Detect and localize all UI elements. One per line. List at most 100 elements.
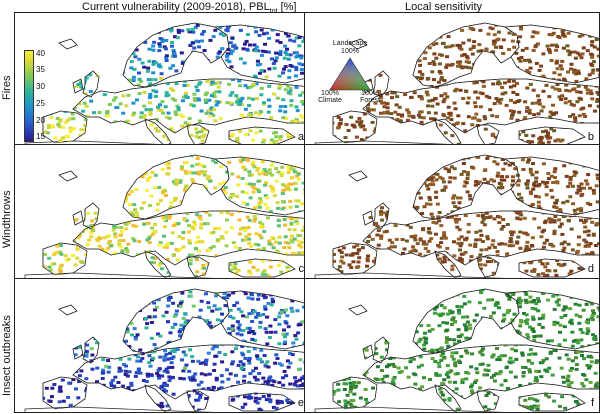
coastline-top-a-5 [186,124,210,146]
map-panel-d: d [304,144,600,279]
coastline-top-c-2 [72,210,309,266]
ternary-top-pct: 100% [341,48,359,55]
coastline-top-f-6 [518,392,586,412]
colorbar-tick-15: 15 [36,132,45,141]
coastline-top-a-2 [72,78,309,134]
coastline-top-b-5 [476,124,500,146]
coastline-top-b-6 [518,126,586,146]
map-d-svg [314,154,599,278]
map-panel-c: c [14,144,310,279]
coastline-top-a-1 [214,24,309,84]
coastline-c-9 [58,170,78,182]
coastline-top-b-2 [362,78,599,134]
ternary-triangle [329,57,371,91]
coastline-top-c-3 [42,242,88,276]
coastline-top-f-9 [348,304,368,316]
coastline-top-e-9 [58,304,78,316]
left-title-sub: tot [270,8,278,15]
ternary-left-label: Climate [318,97,342,104]
coastline-top-c-4 [144,250,172,278]
coastline-e-9 [58,304,78,316]
right-column-title: Local sensitivity [405,1,483,13]
coastline-top-c-9 [58,170,78,182]
colorbar-tick-25: 25 [36,99,45,108]
colorbar-tick-35: 35 [36,65,45,74]
coastline-f-9 [348,304,368,316]
coastline-top-f-5 [476,390,500,412]
panel-letter-b: b [587,131,594,143]
row-label-windthrows: Windthrows [1,190,13,248]
coastline-top-c-0 [122,154,230,220]
left-column-title: Current vulnerability (2009-2018), PBLto… [82,1,296,15]
row-label-insect-outbreaks: Insect outbreaks [1,315,13,396]
map-panel-e: e [14,278,310,413]
coastline-top-f-7 [372,336,390,364]
row-label-fires: Fires [1,75,13,100]
coastline-c-10 [24,272,216,278]
panel-letter-d: d [587,263,594,275]
map-panel-f: f [304,278,600,413]
coastline-top-a-9 [58,38,78,50]
coastline-top-e-8 [72,344,84,360]
coastline-top-a-3 [42,110,88,144]
coastline-top-d-3 [332,242,378,276]
coastline-top-e-4 [144,384,172,412]
map-panel-a: a [14,12,310,147]
coastline-top-c-5 [186,256,210,278]
coastline-top-c-8 [72,210,84,226]
coastline-top-a-0 [122,22,230,88]
coastline-top-c-7 [82,202,100,230]
coastline-top-f-0 [412,288,520,354]
coastline-e-10 [24,406,216,412]
map-f-svg [314,288,599,412]
coastline-e-0 [122,288,230,354]
colorbar-tick-20: 20 [36,116,45,125]
coastline-top-f-3 [332,376,378,410]
coastline-a-9 [58,38,78,50]
ternary-top-label: Landscape [332,40,368,47]
coastline-top-b-7 [372,70,390,98]
coastline-top-b-0 [412,22,520,88]
colorbar-tick-30: 30 [36,82,45,91]
coastline-top-e-2 [72,344,309,400]
map-c-svg [24,154,309,278]
coastline-d-9 [348,170,368,182]
coastline-top-d-5 [476,256,500,278]
coastline-top-a-8 [72,78,84,94]
ternary-left-pct: 100% [321,90,339,97]
coastline-top-b-9 [348,38,368,50]
ternary-right-pct: 100% [361,90,379,97]
coastline-top-d-6 [518,258,586,278]
coastline-d-10 [314,272,506,278]
ternary-right-label: Forest [360,97,380,104]
coastline-b-5 [476,124,500,146]
panel-letter-e: e [297,397,304,409]
coastline-top-d-0 [412,154,520,220]
coastline-top-c-6 [228,258,296,278]
map-e-svg [24,288,309,412]
coastline-top-d-4 [434,250,462,278]
colorbar [24,50,34,142]
coastline-top-e-3 [42,376,88,410]
left-title-main: Current vulnerability (2009-2018), PBL [82,1,270,13]
coastline-top-f-8 [362,344,374,360]
coastline-c-0 [122,154,230,220]
coastline-top-e-5 [186,390,210,412]
coastline-top-a-6 [228,126,296,146]
coastline-top-d-2 [362,210,599,266]
coastline-top-f-4 [434,384,462,412]
coastline-top-d-7 [372,202,390,230]
coastline-top-e-7 [82,336,100,364]
left-title-unit: [%] [280,1,297,13]
panel-letter-c: c [298,263,305,275]
map-b-svg [314,22,599,146]
coastline-top-d-1 [504,156,599,216]
coastline-top-f-2 [362,344,599,400]
coastline-top-d-8 [362,210,374,226]
ternary-legend: Landscape 100% 100% Climate 100% Forest [318,40,382,104]
coastline-top-b-1 [504,24,599,84]
coastline-top-f-1 [504,290,599,350]
map-a-svg [24,22,309,146]
panel-letter-f: f [590,397,594,409]
coastline-f-10 [314,406,506,412]
